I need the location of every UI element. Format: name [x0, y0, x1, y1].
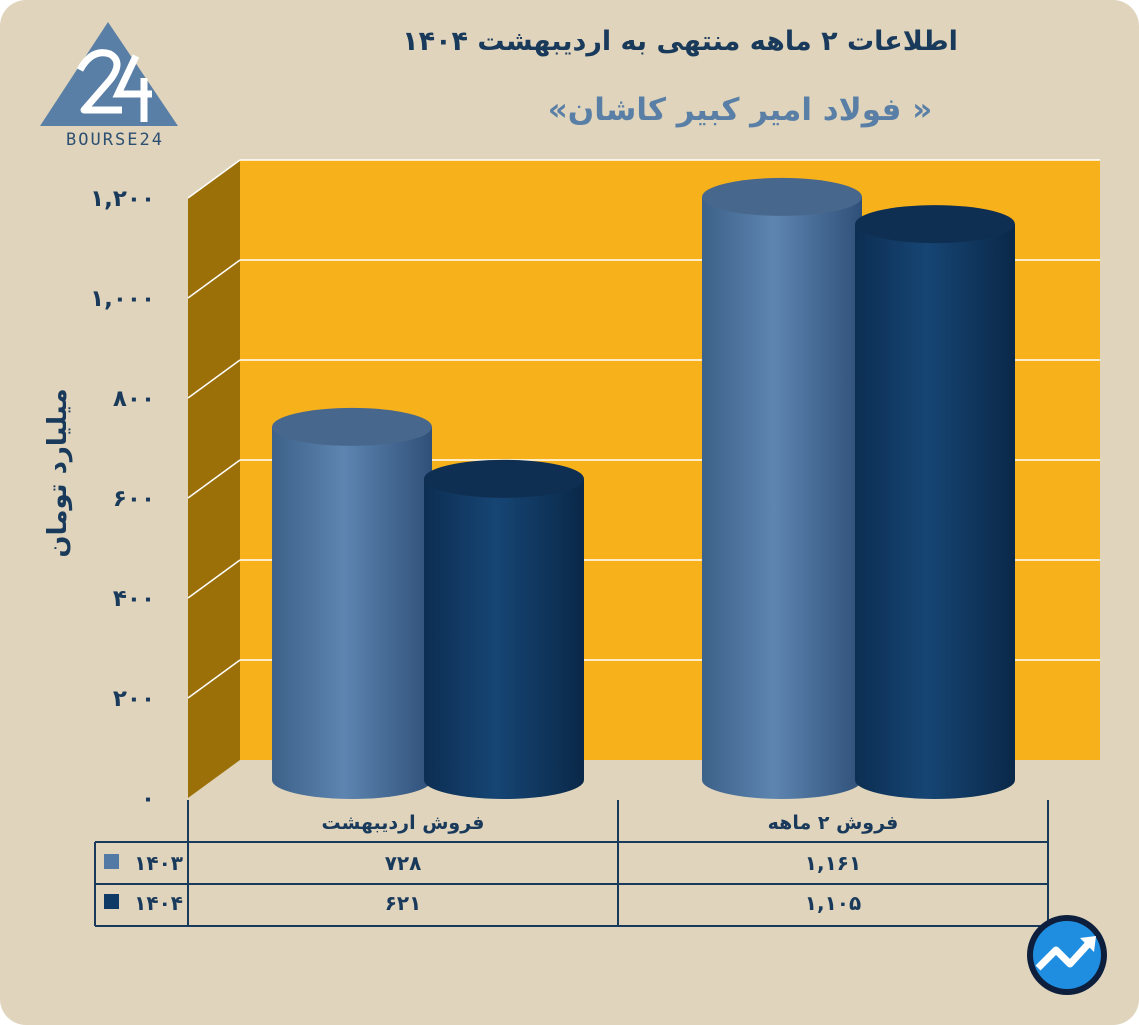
data-label: ۶۲۱ [385, 891, 422, 915]
gridline-side [187, 359, 241, 399]
bar-body [424, 478, 584, 799]
y-tick-label: ۱,۲۰۰ [90, 186, 155, 212]
bar-0-0 [272, 407, 432, 799]
gridline-side [187, 659, 241, 699]
y-tick-label: ۶۰۰ [113, 486, 155, 512]
category-label: فروش اردیبهشت [322, 812, 485, 834]
bourse24-logo-icon [40, 22, 178, 126]
chart-subtitle: « فولاد امیر کبیر کاشان» [547, 92, 933, 128]
bar-0-1 [424, 459, 584, 799]
gridline-side [187, 459, 241, 499]
data-label: ۱,۱۶۱ [805, 851, 861, 875]
y-tick-label: ۱,۰۰۰ [90, 286, 155, 312]
bar-top [702, 177, 862, 216]
y-tick-label: ۰ [141, 786, 155, 812]
data-label: ۱,۱۰۵ [805, 891, 861, 915]
category-label: فروش ۲ ماهه [768, 812, 899, 834]
bar-body [855, 224, 1015, 799]
legend-label: ۱۴۰۴ [134, 891, 183, 915]
chart-title: اطلاعات ۲ ماهه منتهی به اردیبهشت ۱۴۰۴ [402, 26, 958, 57]
bar-top [424, 459, 584, 498]
y-tick-label: ۸۰۰ [113, 386, 155, 412]
y-tick-label: ۴۰۰ [113, 586, 155, 612]
bar-1-0 [702, 177, 862, 800]
bar-body [702, 196, 862, 800]
legend-label: ۱۴۰۳ [134, 851, 183, 875]
legend-swatch [104, 854, 119, 869]
bar-top [855, 205, 1015, 244]
gridline-side [187, 559, 241, 599]
bar-top [272, 407, 432, 446]
logo-text: BOURSE24 [66, 130, 164, 150]
gridline-side [187, 159, 241, 199]
trend-badge-icon [1027, 915, 1107, 995]
legend-swatch [104, 894, 119, 909]
bar-body [272, 426, 432, 799]
gridline-side [187, 259, 241, 299]
bar-1-1 [855, 205, 1015, 799]
data-label: ۷۲۸ [385, 851, 422, 875]
y-tick-label: ۲۰۰ [113, 686, 155, 712]
